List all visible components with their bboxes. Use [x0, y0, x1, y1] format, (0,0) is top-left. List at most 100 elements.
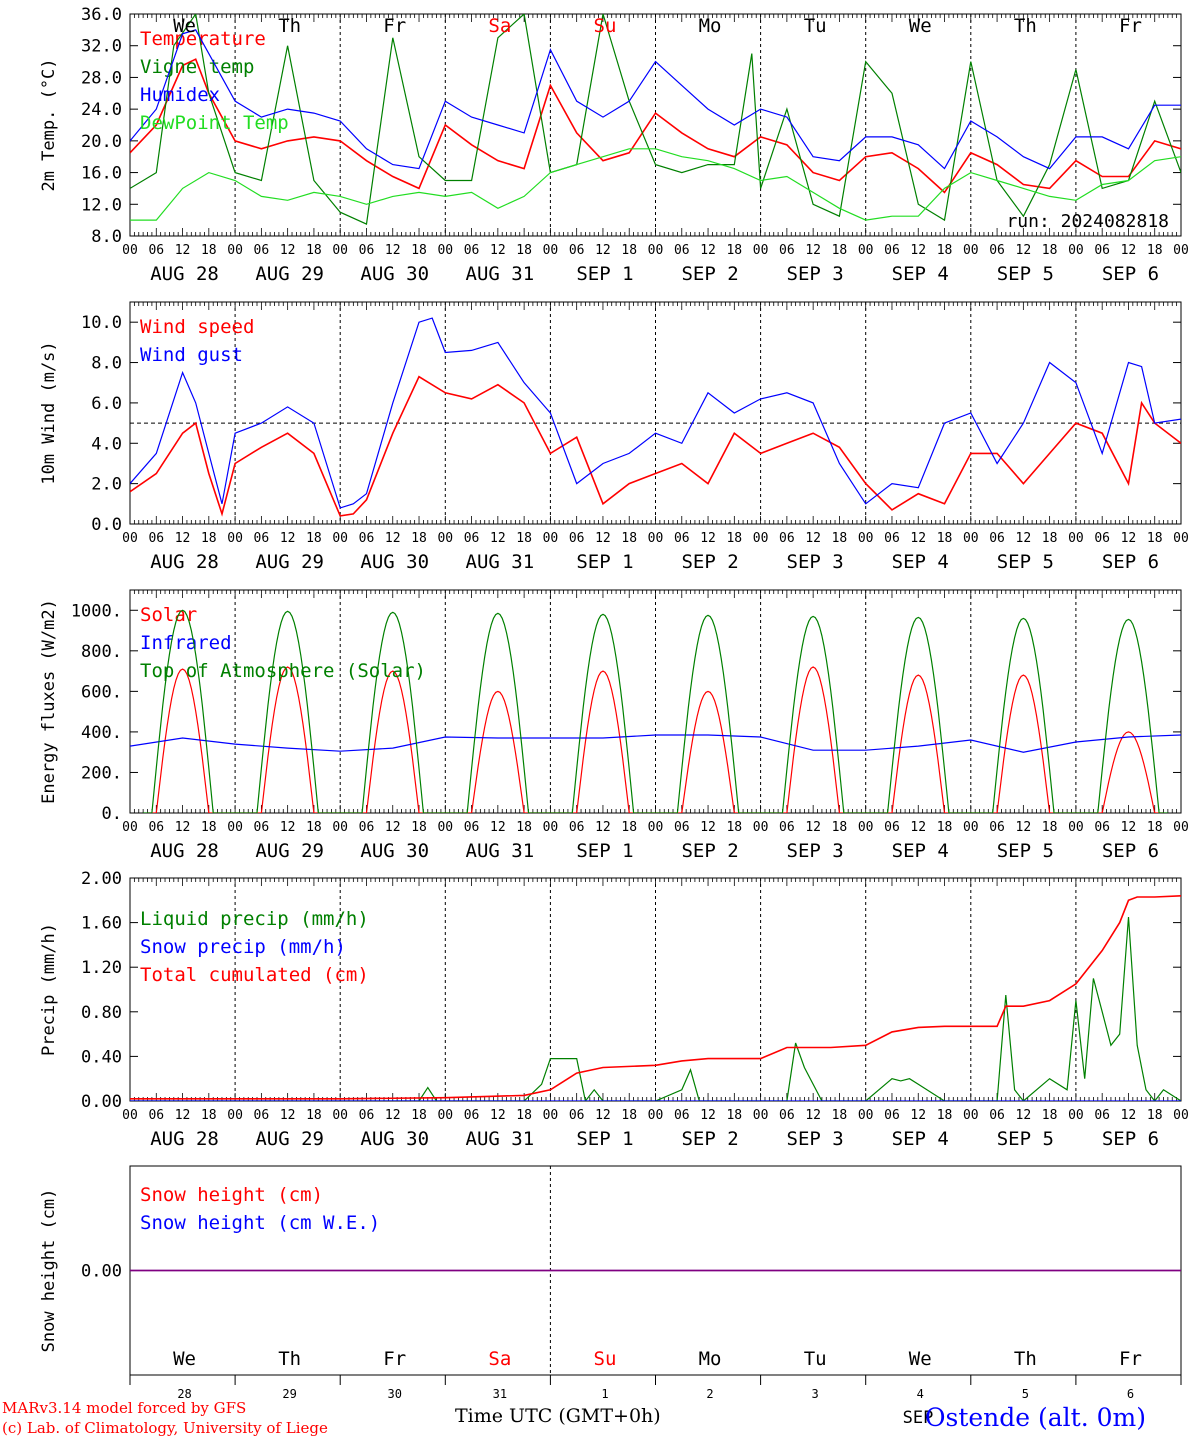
hour-tick-label: 12 [175, 820, 191, 835]
y-tick-label: 10.0 [81, 313, 122, 333]
hour-tick-label: 06 [359, 243, 375, 258]
hour-tick-label: 00 [753, 1108, 769, 1123]
date-label: AUG 30 [360, 840, 429, 862]
hour-tick-label: 18 [1042, 531, 1058, 546]
hour-tick-label: 12 [910, 243, 926, 258]
hour-tick-label: 00 [858, 1108, 874, 1123]
hour-tick-label: 18 [937, 531, 953, 546]
legend-entry-1: Snow precip (mm/h) [140, 936, 346, 958]
legend-entry-0: Temperature [140, 28, 266, 50]
hour-tick-label: 00 [1173, 243, 1189, 258]
hour-tick-label: 06 [464, 243, 480, 258]
y-tick-label: 8.0 [91, 354, 122, 374]
y-tick-label: 2.0 [91, 475, 122, 495]
date-label: AUG 29 [255, 840, 324, 862]
hour-tick-label: 18 [1147, 243, 1163, 258]
date-label: SEP 1 [576, 551, 633, 573]
day-number: 29 [282, 1387, 296, 1401]
hour-tick-label: 18 [201, 820, 217, 835]
hour-tick-label: 06 [779, 243, 795, 258]
date-label: SEP 3 [787, 263, 844, 285]
hour-tick-label: 06 [254, 820, 270, 835]
hour-tick-label: 00 [648, 820, 664, 835]
date-label: AUG 31 [466, 263, 535, 285]
date-label: AUG 28 [150, 840, 219, 862]
hour-tick-label: 18 [1147, 820, 1163, 835]
hour-tick-label: 00 [858, 243, 874, 258]
weekday-label: Sa [488, 1348, 511, 1370]
hour-tick-label: 00 [1068, 1108, 1084, 1123]
hour-tick-label: 12 [280, 531, 296, 546]
hour-tick-label: 00 [122, 531, 138, 546]
hour-tick-label: 00 [122, 820, 138, 835]
date-label: SEP 6 [1102, 1128, 1159, 1150]
hour-tick-label: 18 [621, 1108, 637, 1123]
hour-tick-label: 12 [595, 1108, 611, 1123]
date-label: SEP 1 [576, 1128, 633, 1150]
hour-tick-label: 12 [595, 820, 611, 835]
series-line-3 [130, 148, 1181, 221]
legend-entry-2: Humidex [140, 84, 220, 106]
y-tick-label: 800. [81, 642, 122, 662]
hour-tick-label: 12 [490, 1108, 506, 1123]
hour-tick-label: 06 [884, 820, 900, 835]
y-tick-label: 6.0 [91, 394, 122, 414]
hour-tick-label: 12 [805, 243, 821, 258]
day-number: 1 [601, 1387, 608, 1401]
hour-tick-label: 12 [385, 243, 401, 258]
y-tick-label: 0.0 [91, 515, 122, 535]
hour-tick-label: 12 [1016, 531, 1032, 546]
y-tick-label: 1.20 [81, 958, 122, 978]
hour-tick-label: 00 [753, 531, 769, 546]
weekday-label: Fr [383, 15, 406, 37]
hour-tick-label: 18 [937, 820, 953, 835]
y-tick-label: 0.00 [81, 1092, 122, 1112]
series-line-0 [147, 666, 1164, 813]
hour-tick-label: 18 [516, 1108, 532, 1123]
hour-tick-label: 18 [201, 1108, 217, 1123]
hour-tick-label: 06 [989, 531, 1005, 546]
hour-tick-label: 00 [437, 820, 453, 835]
hour-tick-label: 00 [963, 243, 979, 258]
hour-tick-label: 12 [385, 820, 401, 835]
y-tick-label: 200. [81, 763, 122, 783]
series-line-2 [130, 895, 1181, 1100]
hour-tick-label: 06 [148, 531, 164, 546]
hour-tick-label: 00 [543, 820, 559, 835]
series-line-1 [130, 734, 1181, 753]
date-label: SEP 5 [997, 551, 1054, 573]
series-line-2 [130, 29, 1181, 170]
date-label: SEP 5 [997, 1128, 1054, 1150]
hour-tick-label: 00 [122, 1108, 138, 1123]
month-label: SEP [903, 1408, 934, 1428]
run-annotation: run: 2024082818 [1006, 211, 1169, 232]
hour-tick-label: 12 [490, 531, 506, 546]
hour-tick-label: 00 [963, 531, 979, 546]
hour-tick-label: 12 [280, 243, 296, 258]
hour-tick-label: 06 [674, 243, 690, 258]
hour-tick-label: 06 [884, 1108, 900, 1123]
hour-tick-label: 06 [464, 531, 480, 546]
series-line-1 [130, 317, 1181, 509]
hour-tick-label: 18 [411, 531, 427, 546]
legend-entry-2: Total cumulated (cm) [140, 964, 369, 986]
hour-tick-label: 06 [1094, 531, 1110, 546]
hour-tick-label: 00 [227, 531, 243, 546]
y-tick-label: 2.00 [81, 869, 122, 889]
y-axis-label: 10m Wind (m/s) [39, 341, 59, 484]
hour-tick-label: 00 [122, 243, 138, 258]
date-label: AUG 28 [150, 1128, 219, 1150]
lab-credit-line: (c) Lab. of Climatology, University of L… [2, 1419, 328, 1437]
y-tick-label: 36.0 [81, 5, 122, 25]
y-tick-label: 4.0 [91, 434, 122, 454]
legend-entry-1: Infrared [140, 632, 232, 654]
hour-tick-label: 06 [674, 531, 690, 546]
hour-tick-label: 12 [1121, 243, 1137, 258]
hour-tick-label: 12 [805, 1108, 821, 1123]
hour-tick-label: 06 [779, 820, 795, 835]
date-label: SEP 3 [787, 1128, 844, 1150]
hour-tick-label: 06 [989, 1108, 1005, 1123]
legend-entry-1: Snow height (cm W.E.) [140, 1212, 380, 1234]
hour-tick-label: 06 [989, 243, 1005, 258]
y-axis-label: Precip (mm/h) [39, 923, 59, 1056]
